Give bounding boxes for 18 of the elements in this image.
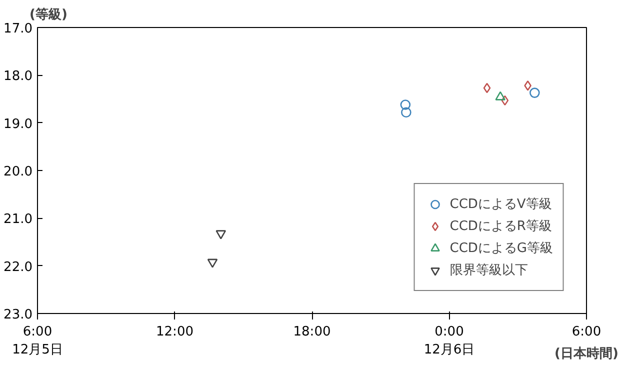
x-tick-label: 0:00 12月6日 <box>424 324 475 358</box>
y-tick-label: 22.0 <box>4 260 33 275</box>
x-tick-label: 12:00 <box>156 324 194 340</box>
x-tick-label: 6:00 <box>572 324 602 340</box>
y-tick-label: 20.0 <box>4 164 33 180</box>
y-tick-label: 17.0 <box>4 22 33 36</box>
legend-label: CCDによるG等級 <box>450 240 553 257</box>
legend-label: 限界等級以下 <box>450 262 528 279</box>
y-axis-title: (等級) <box>30 8 68 22</box>
x-tick-label: 18:00 <box>293 324 331 340</box>
y-tick-label: 19.0 <box>4 116 33 132</box>
legend-label: CCDによるV等級 <box>450 196 552 213</box>
x-tick-label: 6:00 12月5日 <box>12 324 63 358</box>
legend-label: CCDによるR等級 <box>450 218 552 235</box>
y-tick-label: 21.0 <box>4 212 33 228</box>
y-tick-label: 18.0 <box>4 69 33 84</box>
y-tick-label: 23.0 <box>4 308 33 322</box>
x-axis-title: (日本時間) <box>554 346 618 362</box>
